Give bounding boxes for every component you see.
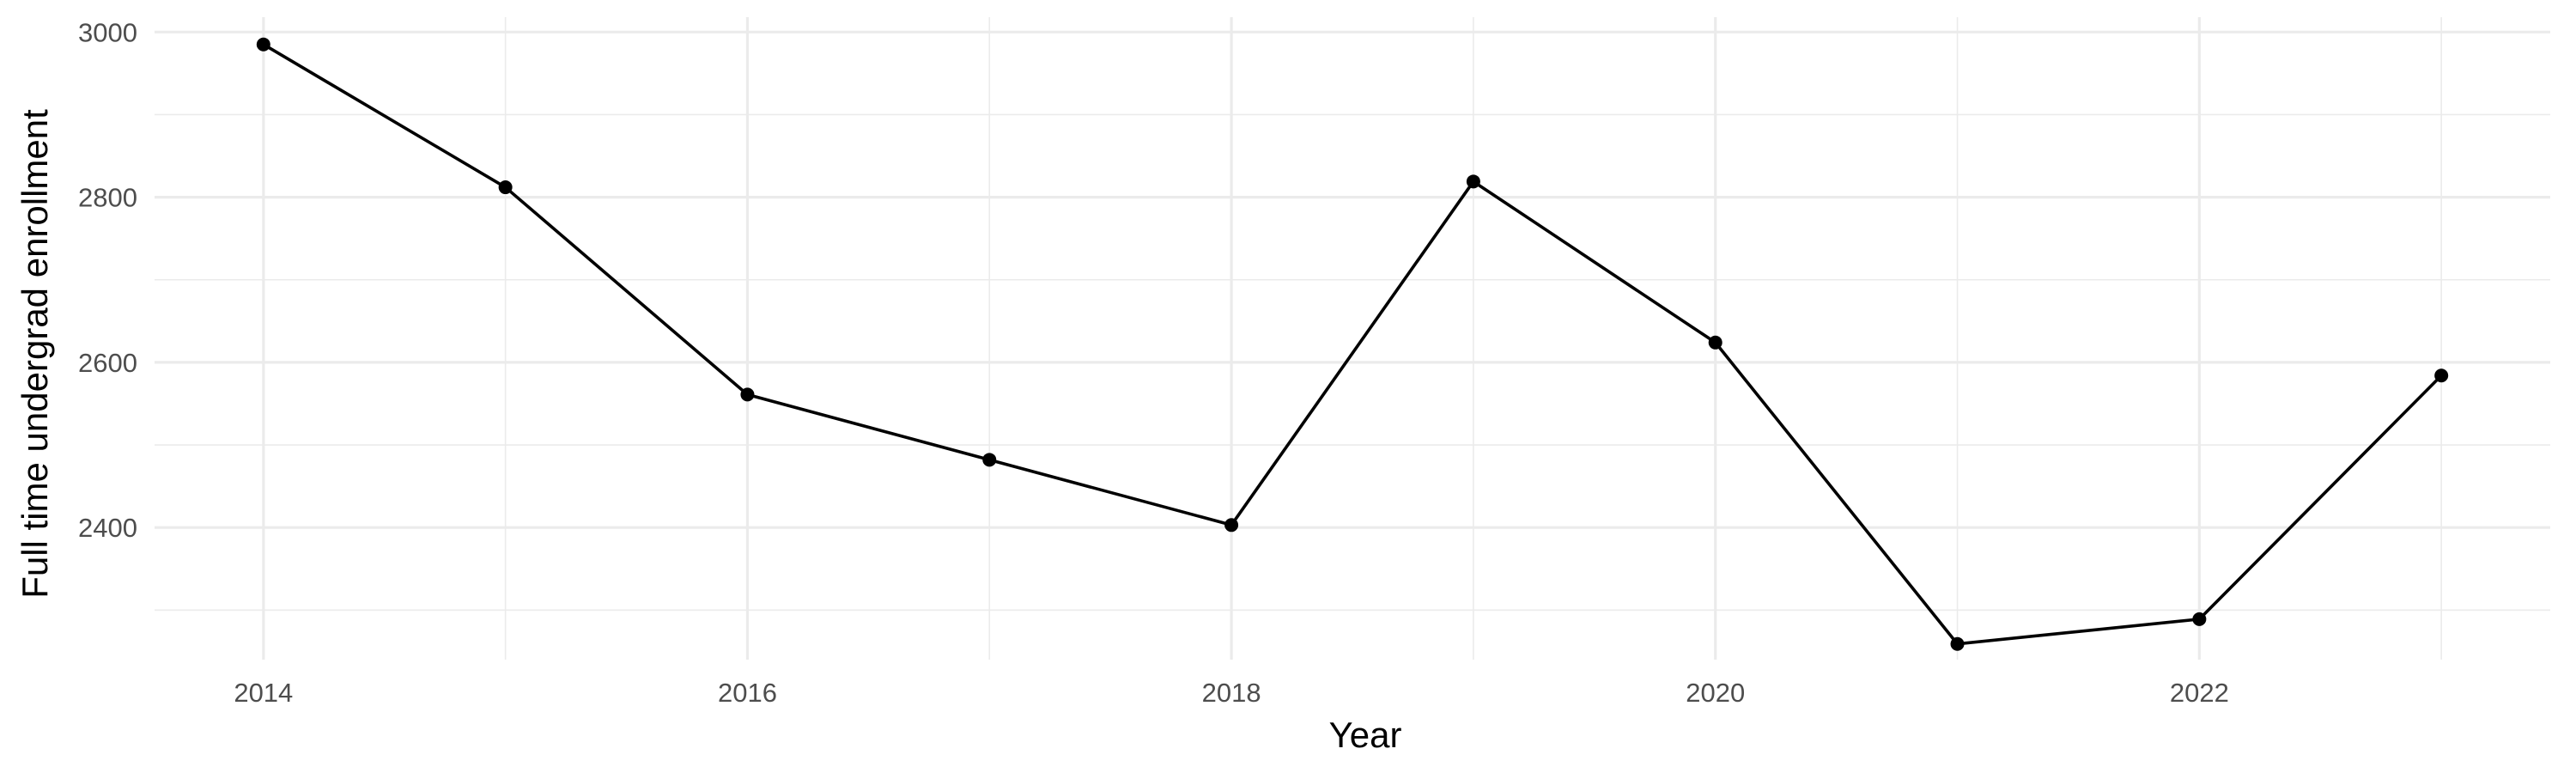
y-tick-label: 2600 bbox=[78, 348, 137, 378]
y-axis-ticks: 2400 2600 2800 3000 bbox=[78, 17, 137, 543]
x-tick-label: 2018 bbox=[1202, 678, 1261, 708]
data-point bbox=[256, 37, 270, 52]
points-layer bbox=[256, 37, 2449, 651]
series-line bbox=[262, 43, 2443, 646]
data-point bbox=[1950, 636, 1965, 651]
x-tick-label: 2022 bbox=[2170, 678, 2229, 708]
x-axis-ticks: 2014 2016 2018 2020 2022 bbox=[234, 678, 2229, 708]
data-point bbox=[740, 387, 755, 402]
data-point bbox=[2434, 368, 2449, 383]
y-tick-label: 2800 bbox=[78, 183, 137, 213]
data-point bbox=[2192, 612, 2207, 626]
x-axis-title: Year bbox=[1329, 715, 1402, 755]
x-tick-label: 2020 bbox=[1686, 678, 1745, 708]
y-tick-label: 3000 bbox=[78, 17, 137, 47]
x-tick-label: 2016 bbox=[718, 678, 777, 708]
y-tick-label: 2400 bbox=[78, 513, 137, 543]
data-point bbox=[1466, 174, 1480, 189]
data-point bbox=[982, 453, 997, 467]
data-point bbox=[1708, 335, 1722, 350]
y-axis-title: Full time undergrad enrollment bbox=[15, 109, 55, 599]
grid bbox=[155, 17, 2550, 660]
data-point bbox=[498, 180, 513, 195]
series-layer bbox=[262, 43, 2443, 646]
x-tick-label: 2014 bbox=[234, 678, 293, 708]
data-point bbox=[1224, 518, 1239, 533]
